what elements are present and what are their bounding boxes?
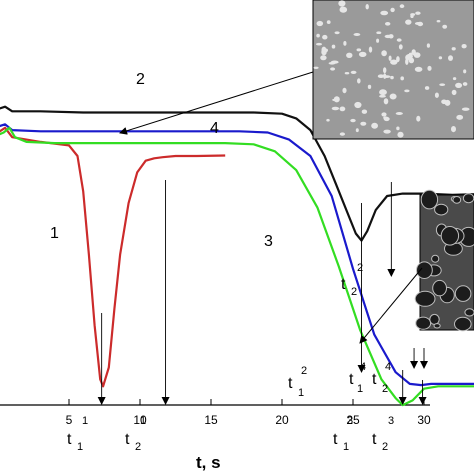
svg-text:t: t [372,371,377,388]
svg-text:t: t [67,431,72,448]
svg-text:2: 2 [357,262,363,274]
svg-text:1: 1 [77,441,83,453]
label-t2-3: t 2 3 [372,415,394,453]
label-t1-4: t 1 4 [349,361,366,395]
inset-bottom-pointer [359,267,423,344]
inset-image-bottom [414,189,474,332]
label-t2-1: t 2 1 [125,415,146,453]
svg-text:3: 3 [347,415,353,427]
x-tick-label: 5 [66,413,73,427]
svg-text:2: 2 [135,441,141,453]
svg-text:1: 1 [298,387,304,399]
x-tick-label: 15 [204,413,218,427]
svg-text:4: 4 [385,361,391,373]
svg-text:2: 2 [382,441,388,453]
label-t2-4: t 2 4 [372,361,391,395]
x-tick-label: 10 [133,413,147,427]
x-axis-title: t, s [196,453,221,472]
label-t1-1: t 1 1 [67,415,88,453]
svg-text:2: 2 [382,383,388,395]
svg-text:t: t [372,431,377,448]
series-line-1 [0,126,226,388]
inset-image-top [312,0,474,140]
svg-text:1: 1 [140,415,146,427]
svg-text:1: 1 [357,383,363,395]
svg-text:t: t [125,431,130,448]
series-line-3 [0,126,474,407]
svg-text:t: t [333,431,338,448]
label-t2-2: t 2 2 [341,262,363,298]
svg-text:2: 2 [351,286,357,298]
curve-label-2: 2 [136,71,145,88]
x-axis-ticks: 5101520253035 [66,399,431,427]
curve-label-4: 4 [210,120,219,137]
curve-label-1: 1 [50,225,59,242]
svg-text:3: 3 [388,415,394,427]
svg-text:t: t [288,375,293,392]
svg-text:2: 2 [301,365,307,377]
label-t1-3: t 1 3 [333,415,353,453]
x-tick-label: 25 [346,413,360,427]
series-layer [0,105,474,407]
x-tick-label: 20 [275,413,289,427]
inset-top-pointer [119,71,314,135]
svg-text:t: t [349,371,354,388]
svg-text:1: 1 [82,415,88,427]
curve-label-3: 3 [264,233,273,250]
series-line-4 [0,123,474,387]
svg-text:1: 1 [343,441,349,453]
series-line-2 [0,105,474,242]
svg-text:4: 4 [360,361,366,373]
svg-text:t: t [341,276,346,293]
guide-arrows [97,180,428,405]
x-tick-label: 30 [417,413,431,427]
label-t1-2: t 1 2 [288,365,307,399]
